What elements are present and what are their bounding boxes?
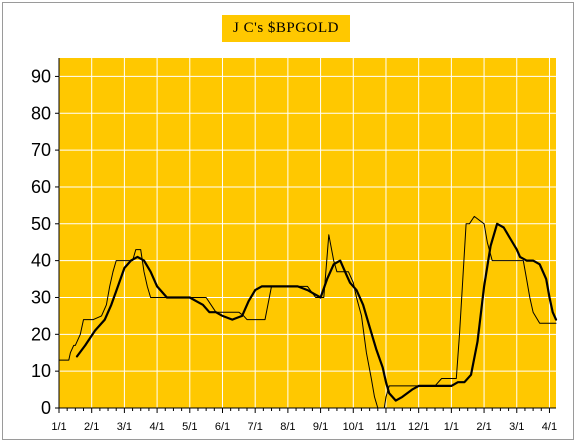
x-tick-label: 1/1 [444, 421, 459, 433]
y-tick-label: 20 [31, 324, 51, 344]
x-tick-label: 2/1 [476, 421, 491, 433]
x-tick-label: 5/1 [182, 421, 197, 433]
x-tick-label: 3/1 [509, 421, 524, 433]
y-tick-label: 80 [31, 103, 51, 123]
y-tick-label: 90 [31, 66, 51, 86]
plot-area [59, 58, 556, 408]
y-tick-label: 60 [31, 177, 51, 197]
y-tick-label: 30 [31, 287, 51, 307]
x-tick-labels: 1/1 2/1 3/1 4/1 5/1 6/1 7/1 8/1 9/1 10/1 11/1 12/1 1… [51, 421, 557, 433]
y-tick-label: 70 [31, 140, 51, 160]
series-lines [58, 215, 558, 409]
x-tick-label: 12/1 [408, 421, 429, 433]
y-tick-label: 0 [41, 398, 51, 418]
y-tick-labels: 0 10 20 30 40 50 60 70 80 90 [31, 66, 51, 418]
grid-lines [59, 58, 556, 408]
smooth-series-line [75, 222, 558, 402]
x-tick-label: 3/1 [117, 421, 132, 433]
y-tick-label: 40 [31, 251, 51, 271]
x-tick-label: 11/1 [376, 421, 397, 433]
x-tick-label: 1/1 [51, 421, 66, 433]
step-series-line [58, 215, 557, 409]
y-tick-label: 50 [31, 214, 51, 234]
y-tick-label: 10 [31, 361, 51, 381]
axes [55, 58, 556, 413]
chart-title: J C's $BPGOLD [222, 15, 350, 42]
x-tick-label: 8/1 [280, 421, 295, 433]
x-tick-label: 4/1 [542, 421, 557, 433]
x-tick-label: 7/1 [248, 421, 263, 433]
x-tick-label: 6/1 [215, 421, 230, 433]
x-tick-label: 10/1 [343, 421, 364, 433]
x-tick-label: 4/1 [149, 421, 164, 433]
x-tick-label: 9/1 [313, 421, 328, 433]
x-tick-label: 2/1 [84, 421, 99, 433]
